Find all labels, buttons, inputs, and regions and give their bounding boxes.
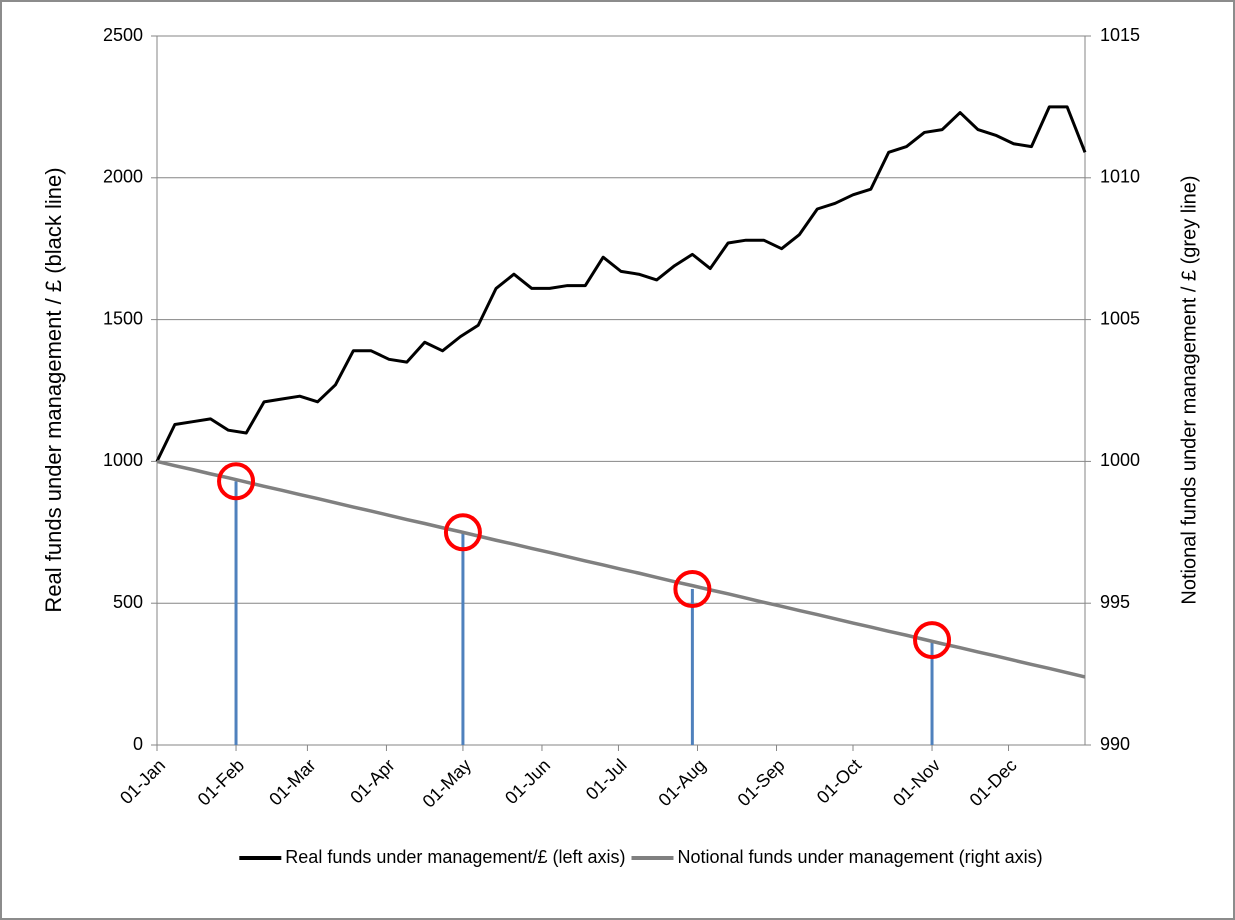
highlight-circle xyxy=(443,513,482,552)
legend-label: Real funds under management/£ (left axis… xyxy=(285,847,625,867)
highlight-circle xyxy=(217,462,256,501)
y-tick-label: 0 xyxy=(133,734,143,754)
y2-tick-label: 990 xyxy=(1100,734,1130,754)
y2-tick-label: 995 xyxy=(1100,592,1130,612)
y-tick-label: 1500 xyxy=(103,308,143,328)
y-axis-label: Real funds under management / £ (black l… xyxy=(41,167,66,612)
y2-tick-label: 1005 xyxy=(1100,308,1140,328)
y2-tick-label: 1015 xyxy=(1100,25,1140,45)
y-tick-label: 2000 xyxy=(103,167,143,187)
y2-tick-label: 1010 xyxy=(1100,167,1140,187)
y-tick-label: 1000 xyxy=(103,450,143,470)
highlight-circle xyxy=(673,570,712,609)
series-line xyxy=(155,105,1087,463)
y-tick-label: 2500 xyxy=(103,25,143,45)
y2-axis-label: Notional funds under management / £ (gre… xyxy=(1178,175,1200,604)
legend-label: Notional funds under management (right a… xyxy=(677,847,1042,867)
y-tick-label: 500 xyxy=(113,592,143,612)
y2-tick-label: 1000 xyxy=(1100,450,1140,470)
series-line xyxy=(156,459,1086,679)
highlight-circle xyxy=(913,621,952,660)
